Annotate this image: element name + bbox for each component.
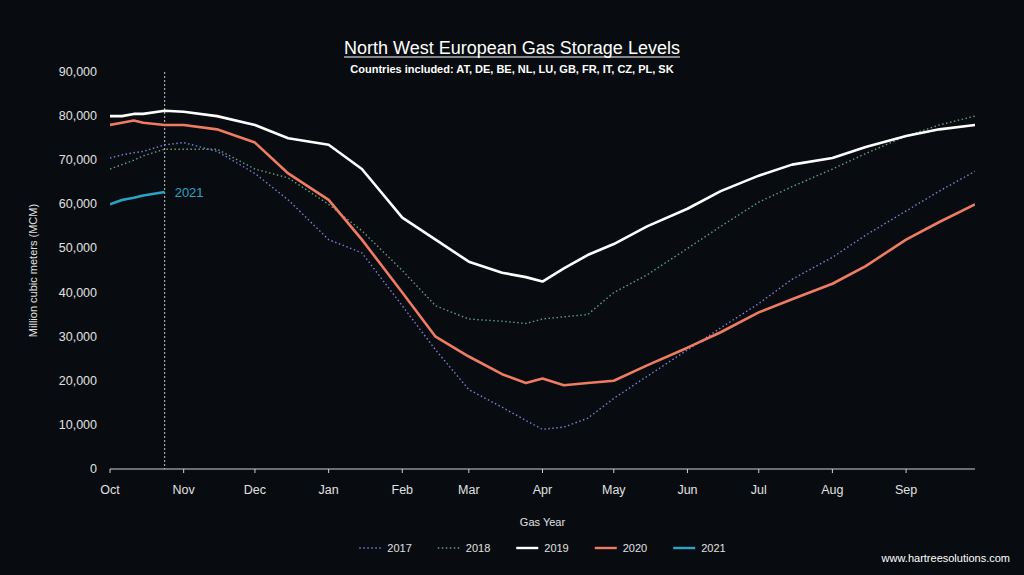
legend-label: 2021 xyxy=(701,542,725,554)
y-tick xyxy=(106,116,110,117)
y-tick xyxy=(106,160,110,161)
x-tick-label: Sep xyxy=(895,483,917,497)
plot-area xyxy=(110,72,975,469)
legend-item: 2020 xyxy=(595,542,647,554)
x-tick xyxy=(402,469,403,473)
legend-swatch xyxy=(516,547,538,549)
legend-swatch xyxy=(359,547,381,548)
y-tick-label: 20,000 xyxy=(59,374,97,388)
y-tick-label: 30,000 xyxy=(59,330,97,344)
legend-label: 2018 xyxy=(466,542,490,554)
x-tick xyxy=(832,469,833,473)
background xyxy=(0,0,1024,575)
legend-label: 2019 xyxy=(544,542,568,554)
x-tick xyxy=(542,469,543,473)
series-line xyxy=(110,192,165,204)
x-axis-label: Gas Year xyxy=(520,516,566,528)
x-tick-label: Dec xyxy=(244,483,266,497)
y-tick-label: 90,000 xyxy=(59,65,97,79)
x-tick xyxy=(758,469,759,473)
legend-item: 2021 xyxy=(673,542,725,554)
y-tick-label: 50,000 xyxy=(59,241,97,255)
series-line xyxy=(110,116,975,323)
y-tick xyxy=(106,204,110,205)
title-underline xyxy=(344,56,680,57)
y-tick-label: 80,000 xyxy=(59,109,97,123)
legend: 2017 2018 2019 2020 2021 xyxy=(359,542,725,554)
legend-item: 2018 xyxy=(438,542,490,554)
x-tick xyxy=(110,469,111,473)
x-tick-label: Nov xyxy=(173,483,196,497)
title: North West European Gas Storage Levels xyxy=(344,38,680,58)
annotation-text: 2021 xyxy=(175,185,204,200)
legend-swatch xyxy=(438,547,460,548)
x-tick xyxy=(183,469,184,473)
y-tick-label: 0 xyxy=(90,462,97,476)
y-tick xyxy=(106,248,110,249)
y-tick xyxy=(106,424,110,425)
source: www.hartreesolutions.com xyxy=(881,552,1010,564)
x-tick xyxy=(468,469,469,473)
chart: North West European Gas Storage Levels Co… xyxy=(0,0,1024,575)
annotation-line xyxy=(164,72,165,469)
y-tick xyxy=(106,469,110,470)
x-tick-label: Apr xyxy=(533,483,552,497)
x-tick xyxy=(254,469,255,473)
series-line xyxy=(110,121,975,386)
x-tick-label: Oct xyxy=(100,483,120,497)
y-tick-label: 60,000 xyxy=(59,197,97,211)
series-line xyxy=(110,143,975,430)
y-axis-label: Million cubic meters (MCM) xyxy=(27,204,39,337)
x-tick-label: Aug xyxy=(821,483,843,497)
x-tick xyxy=(687,469,688,473)
x-tick-label: May xyxy=(602,483,626,497)
x-tick xyxy=(906,469,907,473)
y-tick-label: 40,000 xyxy=(59,286,97,300)
x-tick-label: Jun xyxy=(677,483,697,497)
y-tick xyxy=(106,292,110,293)
y-tick-label: 10,000 xyxy=(59,418,97,432)
subtitle: Countries included: AT, DE, BE, NL, LU, … xyxy=(350,63,673,75)
y-tick xyxy=(106,336,110,337)
y-tick xyxy=(106,380,110,381)
y-tick-label: 70,000 xyxy=(59,153,97,167)
legend-swatch xyxy=(673,547,695,549)
x-tick-label: Mar xyxy=(458,483,480,497)
x-tick-label: Jul xyxy=(751,483,767,497)
legend-item: 2017 xyxy=(359,542,411,554)
legend-label: 2020 xyxy=(623,542,647,554)
y-tick xyxy=(106,72,110,73)
legend-swatch xyxy=(595,547,617,549)
x-tick xyxy=(613,469,614,473)
x-tick xyxy=(328,469,329,473)
x-tick-label: Jan xyxy=(319,483,339,497)
x-tick-label: Feb xyxy=(392,483,414,497)
legend-item: 2019 xyxy=(516,542,568,554)
legend-label: 2017 xyxy=(387,542,411,554)
